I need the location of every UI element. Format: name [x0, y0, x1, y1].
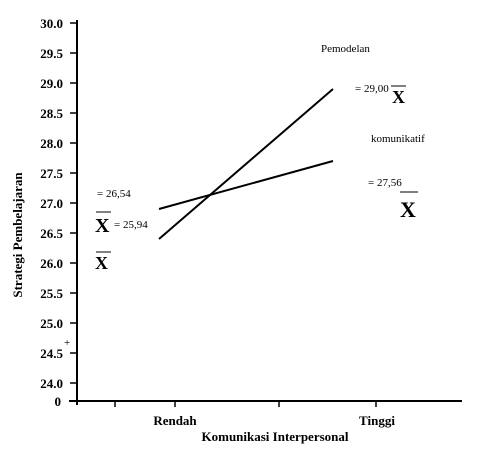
y-tick-label: 28.0	[40, 136, 63, 151]
series-line-pemodelan	[158, 88, 334, 240]
x-axis-ticks	[114, 401, 377, 407]
y-axis-tick-labels: 24.0 24.5 25.0 25.5 26.0 26.5 27.0 27.5 28.0 28.5…	[40, 16, 63, 391]
x-category-label-rendah: Rendah	[153, 413, 197, 428]
xbar-symbol-tinggi-bottom: X	[400, 197, 416, 222]
y-tick-label: 25.0	[40, 316, 63, 331]
y-tick-label: 24.0	[40, 376, 63, 391]
xbar-symbol-rendah-bottom: X	[95, 253, 108, 273]
y-tick-label: 27.5	[40, 166, 63, 181]
x-axis-title: Komunikasi Interpersonal	[202, 429, 349, 444]
y-tick-label: 30.0	[40, 16, 63, 31]
xbar-symbol-tinggi-top: X	[392, 87, 405, 107]
y-tick-label: 27.0	[40, 196, 63, 211]
xbar-symbol-rendah-mid: X	[95, 215, 110, 237]
annotation-tinggi-bottom: = 27,56	[368, 177, 402, 189]
legend-label-komunikatif: komunikatif	[371, 133, 425, 145]
y-tick-label: 28.5	[40, 106, 63, 121]
series-line-komunikatif	[158, 160, 334, 210]
y-tick-label: 29.0	[40, 76, 63, 91]
y-tick-label: 25.5	[40, 286, 63, 301]
y-tick-label: 26.0	[40, 256, 63, 271]
y-axis-ticks	[70, 22, 77, 384]
tick-mark-annotation: +	[64, 337, 70, 349]
y-tick-label: 24.5	[40, 346, 63, 361]
annotation-tinggi-top: = 29,00	[355, 83, 389, 95]
legend-label-pemodelan: Pemodelan	[321, 43, 370, 55]
annotation-rendah-bottom: = 25,94	[114, 219, 148, 231]
annotation-rendah-top: = 26,54	[97, 188, 131, 200]
y-axis-title: Strategi Pembelajaran	[10, 172, 25, 298]
y-tick-label: 29.5	[40, 46, 63, 61]
series-lines	[158, 88, 334, 240]
x-category-label-tinggi: Tinggi	[359, 413, 395, 428]
y-origin-label: 0	[55, 394, 62, 409]
y-tick-label: 26.5	[40, 226, 63, 241]
